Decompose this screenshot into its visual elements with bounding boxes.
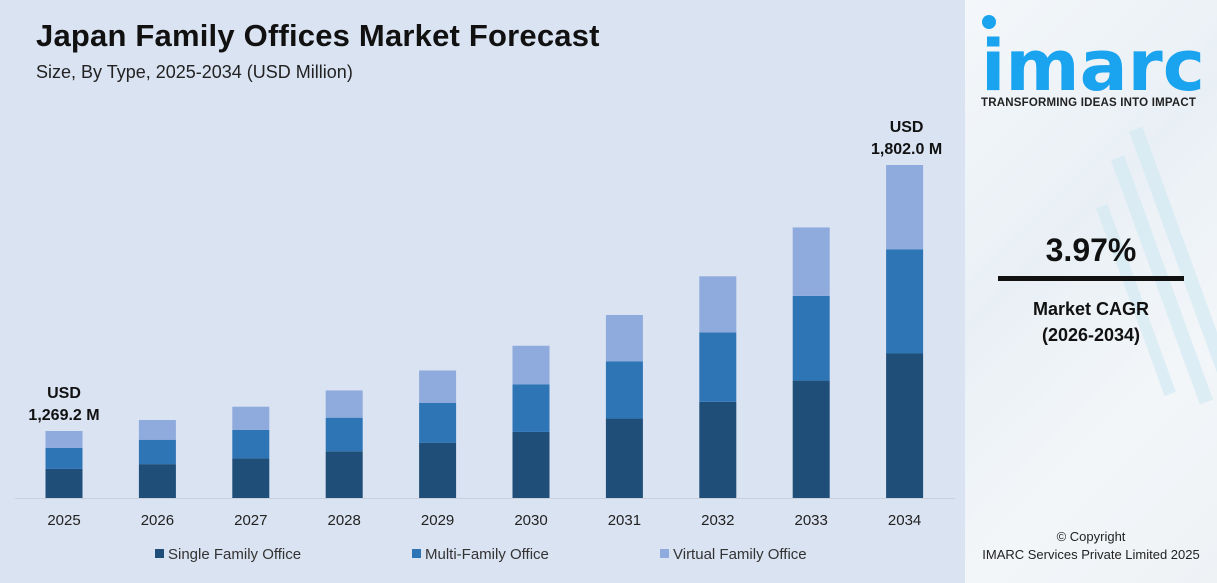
x-tick-label: 2030 bbox=[514, 512, 547, 529]
x-tick-label: 2029 bbox=[421, 512, 454, 529]
cagr-label: Market CAGR (2026-2034) bbox=[965, 296, 1217, 348]
bar-segment-2030-multi-family-office bbox=[512, 384, 550, 432]
bar-segment-2027-single-family-office bbox=[232, 458, 270, 498]
data-label-value: 1,269.2 M bbox=[28, 407, 99, 424]
bar-segment-2029-single-family-office bbox=[419, 442, 457, 498]
bar-segment-2032-single-family-office bbox=[699, 401, 737, 498]
legend-label: Virtual Family Office bbox=[673, 546, 807, 563]
bar-segment-2031-virtual-family-office bbox=[605, 314, 643, 362]
x-tick-label: 2028 bbox=[328, 512, 361, 529]
bar-segment-2029-virtual-family-office bbox=[419, 370, 457, 403]
copyright-text: © Copyright bbox=[1056, 529, 1126, 544]
x-tick-label: 2025 bbox=[47, 512, 80, 529]
bar-segment-2025-multi-family-office bbox=[45, 447, 83, 469]
x-tick-label: 2031 bbox=[608, 512, 641, 529]
logo-text: imarc bbox=[981, 25, 1205, 92]
x-tick-label: 2033 bbox=[795, 512, 828, 529]
bar-segment-2032-virtual-family-office bbox=[699, 276, 737, 333]
bar-segment-2026-multi-family-office bbox=[138, 439, 176, 465]
legend-swatch bbox=[660, 549, 669, 558]
bar-segment-2033-multi-family-office bbox=[792, 295, 830, 381]
data-label-unit: USD bbox=[890, 119, 924, 136]
tagline: TRANSFORMING IDEAS INTO IMPACT bbox=[981, 97, 1197, 109]
bar-segment-2030-single-family-office bbox=[512, 431, 550, 498]
bar-segment-2034-multi-family-office bbox=[886, 249, 924, 354]
cagr-period: (2026-2034) bbox=[1041, 325, 1141, 345]
bar-segment-2025-virtual-family-office bbox=[45, 431, 83, 448]
bar-segment-2034-virtual-family-office bbox=[886, 165, 924, 250]
bar-segment-2031-single-family-office bbox=[605, 418, 643, 498]
legend-label: Single Family Office bbox=[168, 546, 301, 563]
bar-segment-2025-single-family-office bbox=[45, 468, 83, 498]
bar-segment-2026-virtual-family-office bbox=[138, 420, 176, 440]
bar-segment-2033-virtual-family-office bbox=[792, 227, 830, 296]
bar-segment-2030-virtual-family-office bbox=[512, 345, 550, 385]
bar-segment-2028-single-family-office bbox=[325, 451, 363, 498]
cagr-label-text: Market CAGR bbox=[1032, 299, 1150, 319]
bar-segment-2028-virtual-family-office bbox=[325, 390, 363, 418]
bar-segment-2033-single-family-office bbox=[792, 380, 830, 498]
legend-label: Multi-Family Office bbox=[425, 546, 549, 563]
chart-title: Japan Family Offices Market Forecast bbox=[36, 18, 600, 53]
divider bbox=[998, 276, 1184, 281]
chart-subtitle: Size, By Type, 2025-2034 (USD Million) bbox=[36, 62, 353, 82]
bar-segment-2031-multi-family-office bbox=[605, 361, 643, 419]
x-tick-label: 2032 bbox=[701, 512, 734, 529]
imarc-logo: imarc bbox=[981, 10, 1207, 107]
bar-segment-2027-multi-family-office bbox=[232, 429, 270, 459]
bar-segment-2032-multi-family-office bbox=[699, 332, 737, 402]
x-tick-label: 2027 bbox=[234, 512, 267, 529]
bar-segment-2027-virtual-family-office bbox=[232, 406, 270, 430]
chart-panel: Japan Family Offices Market Forecast Siz… bbox=[0, 0, 965, 583]
x-tick-label: 2026 bbox=[141, 512, 174, 529]
bar-segment-2028-multi-family-office bbox=[325, 417, 363, 452]
data-label-unit: USD bbox=[47, 385, 81, 402]
cagr-value: 3.97% bbox=[1045, 232, 1137, 268]
bar-segment-2029-multi-family-office bbox=[419, 402, 457, 443]
info-panel: imarc TRANSFORMING IDEAS INTO IMPACT 3.9… bbox=[965, 0, 1217, 583]
legend-swatch bbox=[412, 549, 421, 558]
bar-segment-2026-single-family-office bbox=[138, 464, 176, 498]
copyright: © Copyright IMARC Services Private Limit… bbox=[965, 528, 1217, 564]
x-tick-label: 2034 bbox=[888, 512, 921, 529]
bar-segment-2034-single-family-office bbox=[886, 353, 924, 498]
legend-swatch bbox=[155, 549, 164, 558]
stacked-bar-chart: 2025 2026 2027 2028 2029 2030 2031 2032 2033 2034… bbox=[15, 119, 955, 563]
company-name: IMARC Services Private Limited 2025 bbox=[982, 547, 1200, 562]
data-label-value: 1,802.0 M bbox=[871, 141, 942, 158]
